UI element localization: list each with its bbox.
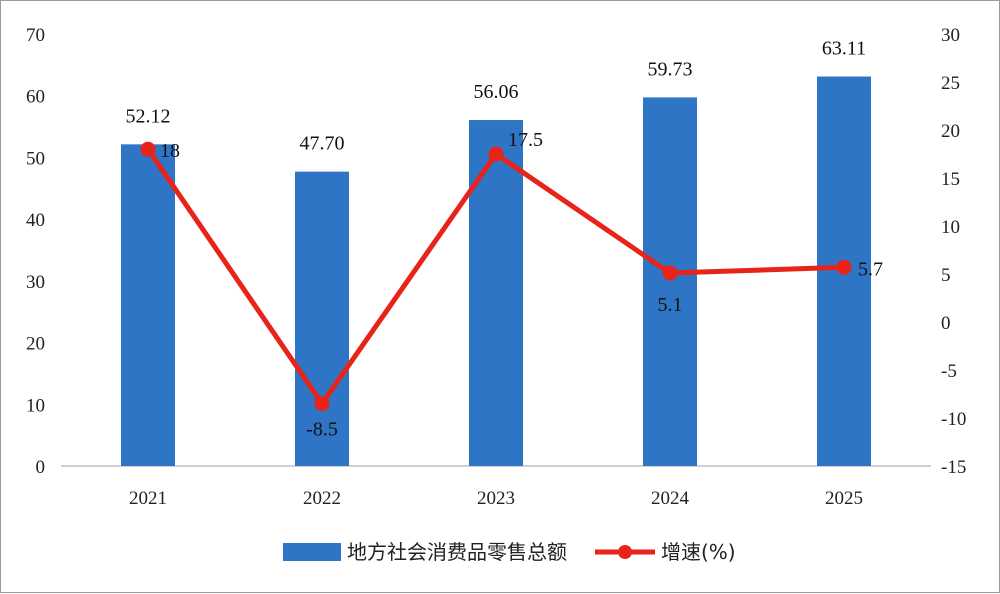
right-tick-label: 0 — [941, 313, 951, 334]
left-tick-label: 30 — [26, 272, 45, 293]
right-tick-label: -15 — [941, 457, 966, 478]
left-tick-label: 40 — [26, 210, 45, 231]
right-tick-label: 15 — [941, 169, 960, 190]
bar — [469, 120, 523, 466]
bar — [121, 144, 175, 466]
left-tick-label: 70 — [26, 25, 45, 46]
bar — [295, 171, 349, 466]
line-point — [314, 396, 330, 412]
right-tick-label: -10 — [941, 409, 966, 430]
line-data-label: 18 — [160, 140, 180, 162]
line-series — [140, 141, 852, 412]
bar-data-label: 63.11 — [822, 38, 866, 60]
left-tick-label: 0 — [36, 457, 46, 478]
line-point — [836, 259, 852, 275]
legend-line-label: 增速(%) — [661, 540, 736, 564]
bar — [643, 97, 697, 467]
left-tick-label: 20 — [26, 334, 45, 355]
legend: 地方社会消费品零售总额 增速(%) — [283, 540, 736, 564]
bar-series — [121, 76, 871, 467]
line-point — [662, 265, 678, 281]
x-tick-label: 2024 — [651, 488, 690, 509]
legend-bar-label: 地方社会消费品零售总额 — [347, 540, 567, 564]
right-tick-label: -5 — [941, 361, 957, 382]
line-point — [140, 141, 156, 157]
bar-data-label: 59.73 — [648, 58, 693, 80]
right-tick-label: 10 — [941, 217, 960, 238]
left-tick-label: 50 — [26, 148, 45, 169]
bar-data-label: 52.12 — [126, 105, 171, 127]
x-tick-label: 2021 — [129, 488, 167, 509]
bar-data-label: 56.06 — [474, 81, 519, 103]
right-tick-label: 30 — [941, 25, 960, 46]
legend-bar-swatch — [283, 543, 341, 561]
line-data-label: -8.5 — [306, 419, 338, 441]
line-point — [488, 146, 504, 162]
line-data-label: 17.5 — [508, 129, 543, 151]
x-tick-label: 2022 — [303, 488, 341, 509]
line-data-label: 5.1 — [658, 294, 683, 316]
right-tick-label: 25 — [941, 73, 960, 94]
right-tick-label: 5 — [941, 265, 951, 286]
left-tick-label: 10 — [26, 395, 45, 416]
left-tick-label: 60 — [26, 87, 45, 108]
left-axis: 0 10 20 30 40 50 60 70 — [26, 25, 45, 478]
bar-data-labels: 52.12 47.70 56.06 59.73 63.11 — [126, 38, 867, 155]
x-tick-label: 2023 — [477, 488, 515, 509]
line-data-label: 5.7 — [858, 258, 883, 280]
x-axis-tick-labels: 2021 2022 2023 2024 2025 — [129, 488, 863, 509]
legend-line-marker — [618, 545, 632, 559]
line-data-labels: 18 -8.5 17.5 5.1 5.7 — [160, 129, 883, 441]
right-tick-label: 20 — [941, 121, 960, 142]
bar-data-label: 47.70 — [300, 133, 345, 155]
x-tick-label: 2025 — [825, 488, 863, 509]
right-axis: -15 -10 -5 0 5 10 15 20 25 30 — [941, 25, 966, 478]
